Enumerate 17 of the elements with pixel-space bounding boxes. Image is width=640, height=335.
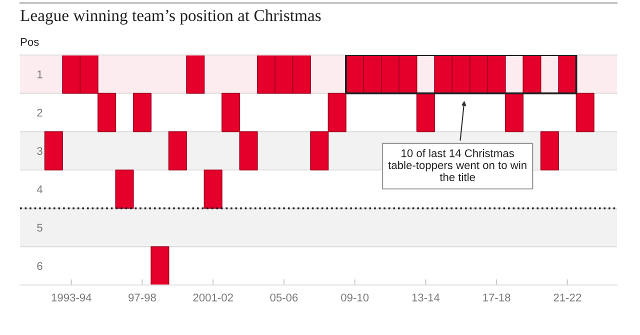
x-tick-label: 17-18 (483, 294, 510, 302)
y-axis-title: Pos (20, 38, 39, 46)
y-tick-label: 2 (37, 108, 42, 117)
chart-title: League winning team’s position at Christmas (20, 9, 321, 25)
x-tick-label: 2001-02 (193, 294, 233, 302)
x-tick-label: 21-22 (554, 294, 582, 302)
x-tick-label: 09-10 (341, 294, 369, 302)
y-tick-label: 1 (38, 70, 42, 78)
annotation: 10 of last 14 Christmas table-toppers went on to win the title (388, 149, 526, 182)
x-tick-label: 97-98 (128, 294, 156, 302)
y-tick-label: 3 (37, 147, 42, 155)
x-tick-label: 05-06 (270, 294, 298, 302)
x-tick-label: 1993-94 (52, 294, 92, 302)
y-tick-label: 4 (36, 186, 43, 194)
y-tick-label: 6 (37, 262, 42, 270)
y-tick-label: 5 (37, 224, 42, 232)
x-tick-label: 13-14 (412, 294, 440, 302)
